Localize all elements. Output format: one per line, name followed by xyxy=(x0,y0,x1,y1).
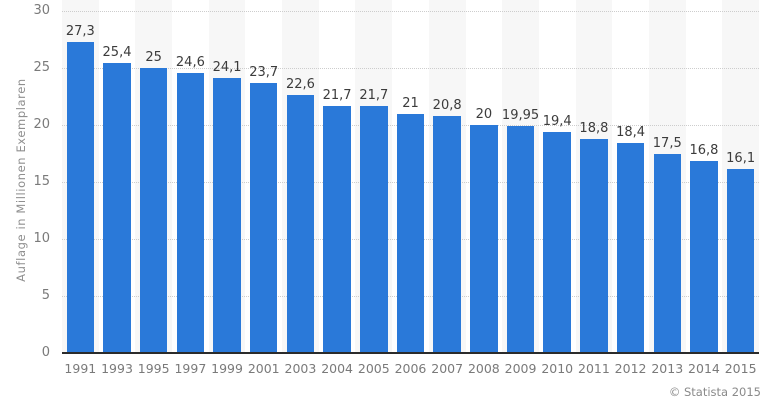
bar-column: 16,1 xyxy=(722,0,759,353)
plot-area: 27,3 25,4 25 24,6 24,1 23,7 22,6 21,7 21,7 21 20,8… xyxy=(62,0,759,353)
bar-2004[interactable] xyxy=(323,105,351,353)
bar-2005[interactable] xyxy=(360,105,388,353)
x-tick-label: 2006 xyxy=(394,361,427,376)
bar-column: 19,95 xyxy=(502,0,539,353)
value-label: 25 xyxy=(145,50,162,65)
bar-1993[interactable] xyxy=(103,63,131,353)
bar-column: 20 xyxy=(466,0,503,353)
bar-1999[interactable] xyxy=(213,78,241,353)
x-tick-label: 2014 xyxy=(688,361,720,376)
y-tick-label: 30 xyxy=(33,3,50,18)
bar-2009[interactable] xyxy=(506,125,535,353)
bar-column: 23,7 xyxy=(245,0,282,353)
bar-2015[interactable] xyxy=(726,169,755,353)
x-tick-label: 2007 xyxy=(431,361,464,376)
x-axis: 1991 1993 1995 1997 1999 2001 2003 2004 2005 2006… xyxy=(62,361,759,377)
x-tick-label: 1993 xyxy=(101,361,133,376)
x-tick-label: 2012 xyxy=(614,361,647,376)
bar-2003[interactable] xyxy=(286,95,315,353)
copyright-text: © Statista 2015 xyxy=(668,385,761,399)
x-tick-label: 2003 xyxy=(284,361,317,376)
bar-column: 21,7 xyxy=(319,0,356,353)
bar-column: 25 xyxy=(135,0,173,353)
y-tick-label: 20 xyxy=(33,117,50,132)
bar-column: 16,8 xyxy=(686,0,723,353)
value-label: 21 xyxy=(402,95,419,111)
gridline xyxy=(62,68,759,69)
x-axis-line xyxy=(62,352,759,354)
bar-2014[interactable] xyxy=(690,161,718,353)
bar-column: 18,8 xyxy=(575,0,613,353)
value-label: 17,5 xyxy=(652,135,682,151)
bar-2011[interactable] xyxy=(580,138,608,353)
gridline xyxy=(62,11,759,12)
value-label: 27,3 xyxy=(65,23,95,39)
value-label: 19,95 xyxy=(501,107,540,123)
bar-1997[interactable] xyxy=(176,72,205,353)
bar-column: 17,5 xyxy=(648,0,686,353)
bar-2013[interactable] xyxy=(653,153,682,353)
bar-2006[interactable] xyxy=(396,113,425,353)
bar-2007[interactable] xyxy=(433,115,461,353)
bar-1991[interactable] xyxy=(66,41,95,353)
x-tick-label: 1995 xyxy=(137,361,170,376)
bar-column: 21 xyxy=(392,0,429,353)
bar-column: 21,7 xyxy=(355,0,393,353)
x-tick-label: 2009 xyxy=(504,361,537,376)
x-tick-label: 1991 xyxy=(64,361,97,376)
x-tick-label: 1999 xyxy=(211,361,243,376)
value-label: 21,7 xyxy=(322,87,352,103)
x-tick-label: 2013 xyxy=(651,361,684,376)
value-label: 18,8 xyxy=(579,120,609,136)
value-label: 19,4 xyxy=(542,113,572,129)
bar-column: 22,6 xyxy=(282,0,319,353)
y-tick-label: 15 xyxy=(33,174,50,189)
bar-column: 24,6 xyxy=(172,0,209,353)
value-label: 21,7 xyxy=(359,87,389,103)
bar-2001[interactable] xyxy=(249,82,278,353)
y-tick-label: 10 xyxy=(33,231,50,246)
bar-column: 19,4 xyxy=(539,0,576,353)
bar-column: 18,4 xyxy=(612,0,649,353)
y-tick-label: 5 xyxy=(41,288,50,303)
value-label: 25,4 xyxy=(102,45,132,61)
bar-2012[interactable] xyxy=(616,143,645,353)
x-tick-label: 2008 xyxy=(467,361,500,376)
value-label: 20 xyxy=(475,107,493,122)
x-tick-label: 2005 xyxy=(357,361,390,376)
value-label: 16,8 xyxy=(689,143,719,159)
bar-column: 25,4 xyxy=(99,0,136,353)
value-label: 23,7 xyxy=(249,64,279,80)
bar-1995[interactable] xyxy=(139,68,168,353)
bar-column: 27,3 xyxy=(62,0,99,353)
value-label: 22,6 xyxy=(285,77,315,93)
value-label: 20,8 xyxy=(432,97,462,113)
value-label: 18,4 xyxy=(616,125,646,141)
y-tick-label: 0 xyxy=(41,345,50,360)
value-label: 24,1 xyxy=(212,60,242,76)
bar-2010[interactable] xyxy=(543,131,571,353)
bar-column: 20,8 xyxy=(428,0,466,353)
bar-column: 24,1 xyxy=(208,0,246,353)
x-tick-label: 1997 xyxy=(174,361,207,376)
bar-2008[interactable] xyxy=(470,125,498,353)
x-tick-label: 2001 xyxy=(247,361,280,376)
y-axis: 0 5 10 15 20 25 30 xyxy=(0,0,56,360)
value-label: 16,1 xyxy=(726,151,756,167)
y-tick-label: 25 xyxy=(33,60,50,75)
x-tick-label: 2011 xyxy=(578,361,610,376)
value-label: 24,6 xyxy=(175,54,205,70)
x-tick-label: 2015 xyxy=(724,361,757,376)
x-tick-label: 2004 xyxy=(321,361,354,376)
x-tick-label: 2010 xyxy=(541,361,574,376)
